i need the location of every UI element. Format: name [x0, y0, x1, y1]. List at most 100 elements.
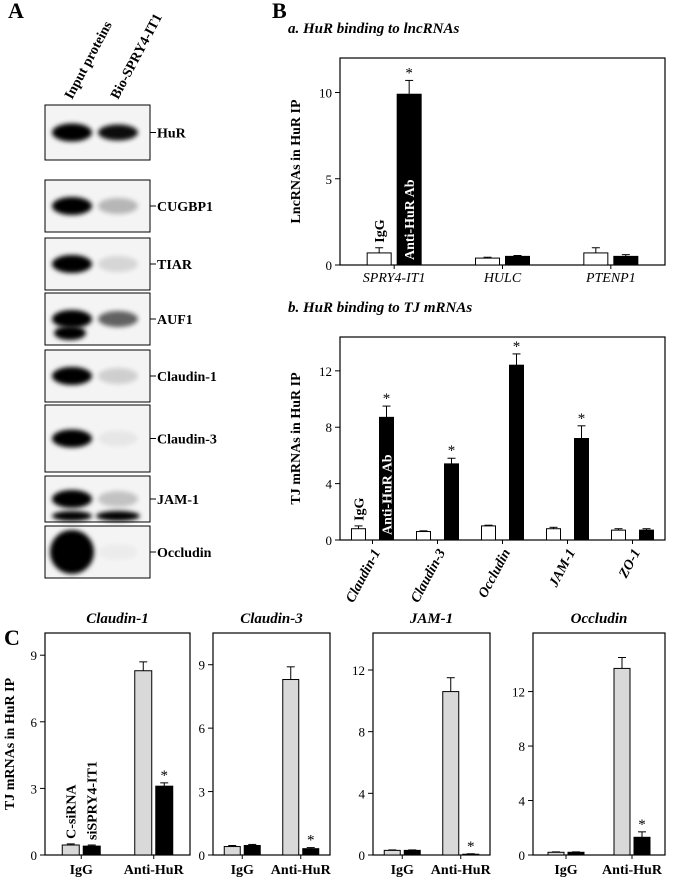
plot-frame — [372, 632, 491, 856]
plot-frame — [212, 632, 331, 856]
error-bar — [66, 843, 75, 846]
y-axis-label: TJ mRNAs in HuR IP — [289, 372, 304, 505]
x-tick-label: IgG — [554, 863, 577, 878]
bar — [366, 252, 392, 266]
y-tick-label: 12 — [319, 364, 332, 379]
x-tick-label: Anti-HuR — [602, 863, 663, 878]
bar — [383, 849, 401, 856]
y-tick-label: 8 — [326, 420, 333, 435]
bar — [567, 851, 585, 856]
significance-mark: * — [448, 443, 456, 459]
chart-title: Claudin-1 — [86, 611, 149, 627]
bar — [282, 679, 300, 856]
blot-band — [98, 544, 138, 560]
blot-band — [52, 429, 92, 448]
bar — [547, 851, 565, 856]
y-tick-label: 0 — [519, 848, 526, 863]
y-axis-label: TJ mRNAs in HuR IP — [3, 677, 18, 810]
bar — [574, 438, 589, 541]
x-tick-label: JAM-1 — [546, 547, 579, 591]
bar — [475, 257, 500, 266]
significance-mark: * — [638, 817, 646, 833]
significance-mark: * — [513, 339, 521, 355]
bar — [302, 848, 320, 856]
bar — [61, 844, 80, 856]
error-bar — [354, 525, 363, 529]
x-tick-label: Claudin-3 — [408, 547, 449, 606]
blot-band — [98, 124, 138, 141]
bar — [351, 528, 366, 541]
error-bar — [87, 844, 96, 847]
blot-band — [52, 255, 92, 273]
bar — [403, 849, 421, 856]
protein-label: Claudin-3 — [157, 433, 217, 448]
blot-band — [96, 511, 140, 521]
y-tick-label: 0 — [359, 848, 366, 863]
y-axis-label: LncRNAs in HuR IP — [289, 99, 304, 224]
error-bar — [614, 528, 623, 531]
protein-label: CUGBP1 — [157, 200, 213, 215]
chart-title: b. HuR binding to TJ mRNAs — [288, 300, 472, 316]
y-tick-label: 0 — [326, 258, 333, 273]
x-tick-label: IgG — [231, 863, 254, 878]
error-bar — [618, 657, 626, 669]
protein-label: JAM-1 — [157, 493, 199, 508]
error-bar — [228, 844, 237, 847]
series-label: IgG — [353, 497, 368, 520]
plot-frame — [339, 57, 666, 266]
error-bar — [248, 843, 257, 846]
series-label: IgG — [373, 219, 388, 242]
bar — [223, 846, 241, 856]
y-tick-label: 4 — [519, 794, 526, 809]
x-tick-label: IgG — [70, 863, 93, 878]
y-tick-label: 4 — [359, 786, 366, 801]
blot-band — [98, 430, 138, 447]
bar — [546, 528, 561, 541]
bar — [613, 255, 639, 266]
y-tick-label: 6 — [31, 715, 38, 730]
significance-mark: * — [161, 768, 169, 784]
y-tick-label: 9 — [31, 648, 38, 663]
blot-band — [52, 310, 92, 328]
x-tick-label: IgG — [391, 863, 414, 878]
error-bar — [419, 530, 428, 532]
y-tick-label: 9 — [199, 658, 206, 673]
blot-band — [98, 368, 138, 384]
bar — [505, 255, 530, 266]
blot-band — [98, 491, 138, 507]
bar — [442, 691, 460, 856]
blot-band — [52, 511, 92, 521]
error-bar — [577, 425, 586, 439]
x-tick-label: SPRY4-IT1 — [363, 271, 426, 286]
series-label: siSPRY4-IT1 — [86, 761, 101, 840]
chart-title: JAM-1 — [409, 611, 453, 627]
significance-mark: * — [307, 833, 315, 849]
y-tick-label: 0 — [31, 848, 38, 863]
x-tick-label: Claudin-1 — [343, 547, 384, 606]
protein-label: Claudin-1 — [157, 370, 217, 385]
bar — [633, 836, 651, 856]
bar — [444, 463, 459, 541]
x-tick-label: Anti-HuR — [431, 863, 492, 878]
significance-mark: * — [405, 65, 413, 81]
blot-band — [50, 530, 94, 574]
error-bar — [139, 661, 148, 671]
y-tick-label: 8 — [519, 739, 526, 754]
blot-band — [52, 367, 92, 385]
error-bar — [484, 524, 493, 526]
significance-mark: * — [383, 391, 391, 407]
x-tick-label: Anti-HuR — [124, 863, 185, 878]
error-bar — [286, 666, 295, 680]
error-bar — [483, 256, 492, 259]
y-tick-label: 4 — [326, 477, 333, 492]
y-tick-label: 12 — [352, 663, 365, 678]
panel-label: A — [8, 0, 24, 23]
error-bar — [642, 528, 651, 531]
series-label: C-siRNA — [65, 784, 80, 839]
y-tick-label: 0 — [326, 533, 333, 548]
error-bar — [375, 247, 384, 253]
y-tick-label: 5 — [326, 172, 333, 187]
error-bar — [382, 405, 391, 418]
bar — [639, 529, 654, 541]
blot-band — [98, 198, 138, 214]
